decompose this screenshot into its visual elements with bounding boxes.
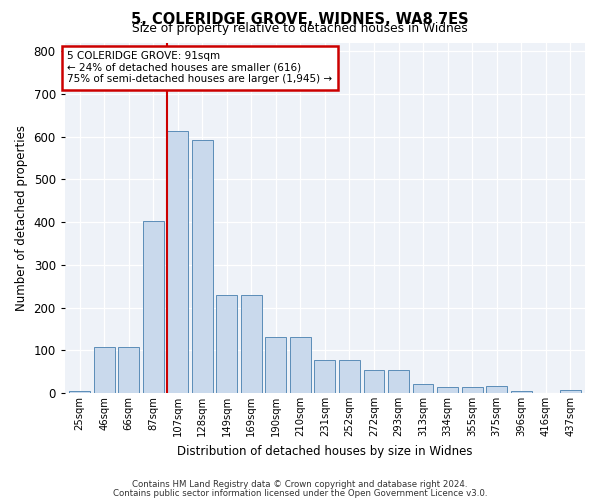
Bar xyxy=(511,392,532,393)
Bar xyxy=(241,294,262,393)
X-axis label: Distribution of detached houses by size in Widnes: Distribution of detached houses by size … xyxy=(177,444,473,458)
Bar xyxy=(560,390,581,393)
Bar xyxy=(94,347,115,393)
Text: Contains HM Land Registry data © Crown copyright and database right 2024.: Contains HM Land Registry data © Crown c… xyxy=(132,480,468,489)
Bar xyxy=(413,384,433,393)
Text: Contains public sector information licensed under the Open Government Licence v3: Contains public sector information licen… xyxy=(113,488,487,498)
Bar xyxy=(118,347,139,393)
Y-axis label: Number of detached properties: Number of detached properties xyxy=(15,125,28,311)
Text: Size of property relative to detached houses in Widnes: Size of property relative to detached ho… xyxy=(132,22,468,35)
Bar xyxy=(290,338,311,393)
Bar xyxy=(217,294,237,393)
Bar xyxy=(69,391,90,393)
Bar xyxy=(167,130,188,393)
Bar xyxy=(462,387,482,393)
Bar xyxy=(388,370,409,393)
Bar xyxy=(314,360,335,393)
Bar xyxy=(486,386,507,393)
Bar xyxy=(265,338,286,393)
Bar xyxy=(192,140,212,393)
Bar xyxy=(437,387,458,393)
Bar xyxy=(339,360,360,393)
Bar xyxy=(364,370,385,393)
Text: 5 COLERIDGE GROVE: 91sqm
← 24% of detached houses are smaller (616)
75% of semi-: 5 COLERIDGE GROVE: 91sqm ← 24% of detach… xyxy=(67,52,332,84)
Text: 5, COLERIDGE GROVE, WIDNES, WA8 7ES: 5, COLERIDGE GROVE, WIDNES, WA8 7ES xyxy=(131,12,469,26)
Bar xyxy=(143,220,164,393)
